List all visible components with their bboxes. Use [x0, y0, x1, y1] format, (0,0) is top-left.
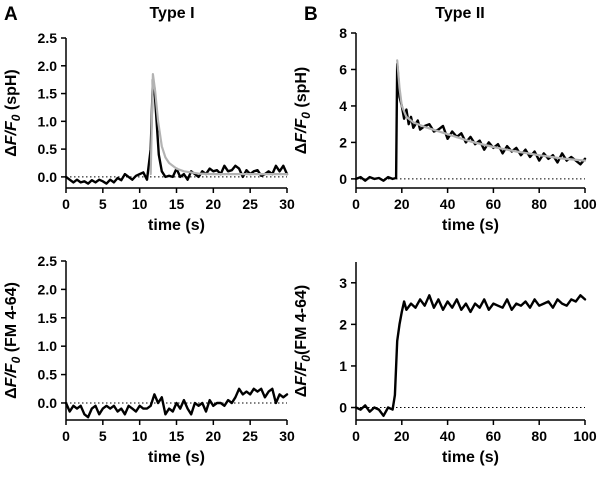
x-tick-label: 80 [531, 196, 547, 212]
x-tick-label: 0 [352, 428, 360, 444]
y-tick-label: 6 [339, 61, 347, 77]
x-tick-label: 5 [99, 196, 107, 212]
x-tick-label: 5 [99, 428, 107, 444]
x-tick-label: 30 [279, 196, 295, 212]
x-tick-label: 100 [573, 428, 597, 444]
panel-a-label: A [4, 4, 18, 25]
y-axis-title: ΔF/F0 (spH) [293, 67, 313, 155]
x-tick-label: 0 [62, 196, 70, 212]
x-tick-label: 20 [394, 428, 410, 444]
x-tick-label: 60 [486, 428, 502, 444]
y-tick-label: 2.0 [38, 58, 58, 74]
y-tick-label: 3 [339, 275, 347, 291]
x-axis-title: time (s) [148, 217, 205, 234]
y-tick-label: 0.5 [38, 367, 58, 383]
x-tick-label: 20 [206, 196, 222, 212]
x-tick-label: 80 [531, 428, 547, 444]
x-axis-title: time (s) [442, 217, 499, 234]
trace-line [64, 387, 289, 419]
x-tick-label: 40 [440, 428, 456, 444]
title-type-i: Type I [149, 5, 194, 22]
y-tick-label: 0 [339, 171, 347, 187]
x-tick-label: 25 [242, 428, 258, 444]
chart-a-top: 0 5 10 15 20 25 30 0.0 0.5 1.0 1.5 2.0 2.5 time (s) ΔF… [3, 30, 295, 234]
x-tick-label: 20 [394, 196, 410, 212]
x-tick-label: 10 [132, 196, 148, 212]
y-tick-label: 0.0 [38, 395, 58, 411]
y-tick-label: 0.5 [38, 141, 58, 157]
y-tick-label: 4 [339, 98, 347, 114]
x-tick-label: 15 [169, 428, 185, 444]
y-axis-title: ΔF/F0 (spH) [3, 69, 23, 157]
chart-b-bottom: 0 20 40 60 80 100 0 1 2 3 time (s) ΔF/F0(FM 4-64) [293, 262, 597, 466]
x-tick-label: 20 [206, 428, 222, 444]
y-tick-label: 1.0 [38, 113, 58, 129]
y-tick-label: 0 [339, 400, 347, 416]
y-tick-label: 2.5 [38, 30, 58, 46]
x-tick-label: 10 [132, 428, 148, 444]
x-tick-label: 100 [573, 196, 597, 212]
y-tick-label: 1.5 [38, 86, 58, 102]
chart-a-bottom: 0 5 10 15 20 25 30 0.0 0.5 1.0 1.5 2.0 2.5 time (s) ΔF… [3, 253, 295, 466]
x-tick-label: 25 [242, 196, 258, 212]
x-axis-title: time (s) [148, 449, 205, 466]
y-tick-label: 2.5 [38, 253, 58, 269]
x-tick-label: 0 [352, 196, 360, 212]
panel-b-label: B [304, 4, 318, 25]
fit-line [396, 59, 587, 162]
chart-b-top: 0 20 40 60 80 100 0 2 4 6 8 time (s) ΔF/F0 (spH) [293, 25, 597, 234]
y-tick-label: 1.5 [38, 310, 58, 326]
x-tick-label: 15 [169, 196, 185, 212]
y-tick-label: 2.0 [38, 281, 58, 297]
y-tick-label: 8 [339, 25, 347, 41]
fit-line [149, 72, 289, 176]
y-tick-label: 1 [339, 358, 347, 374]
x-axis-title: time (s) [442, 449, 499, 466]
x-tick-label: 60 [486, 196, 502, 212]
y-axis-title: ΔF/F0 (FM 4-64) [3, 282, 23, 399]
x-tick-label: 30 [279, 428, 295, 444]
trace-line [64, 78, 289, 185]
y-tick-label: 0.0 [38, 169, 58, 185]
y-tick-label: 2 [339, 134, 347, 150]
x-tick-label: 40 [440, 196, 456, 212]
trace-line [354, 62, 587, 182]
y-tick-label: 2 [339, 316, 347, 332]
title-type-ii: Type II [435, 5, 485, 22]
x-tick-label: 0 [62, 428, 70, 444]
y-axis-title: ΔF/F0(FM 4-64) [293, 285, 313, 397]
y-tick-label: 1.0 [38, 338, 58, 354]
trace-line [354, 294, 587, 417]
